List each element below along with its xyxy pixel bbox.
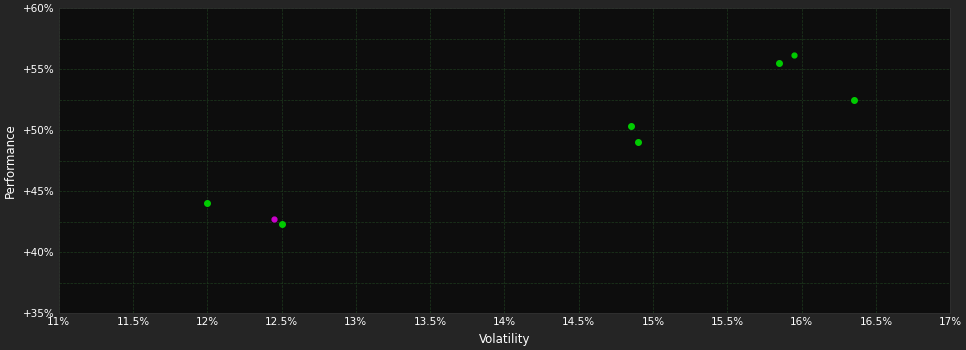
X-axis label: Volatility: Volatility bbox=[479, 333, 530, 346]
Point bbox=[623, 124, 639, 129]
Y-axis label: Performance: Performance bbox=[4, 123, 17, 198]
Point bbox=[273, 221, 289, 227]
Point bbox=[786, 52, 802, 57]
Point bbox=[846, 97, 862, 103]
Point bbox=[772, 60, 787, 66]
Point bbox=[200, 201, 215, 206]
Point bbox=[267, 216, 282, 222]
Point bbox=[631, 140, 646, 145]
